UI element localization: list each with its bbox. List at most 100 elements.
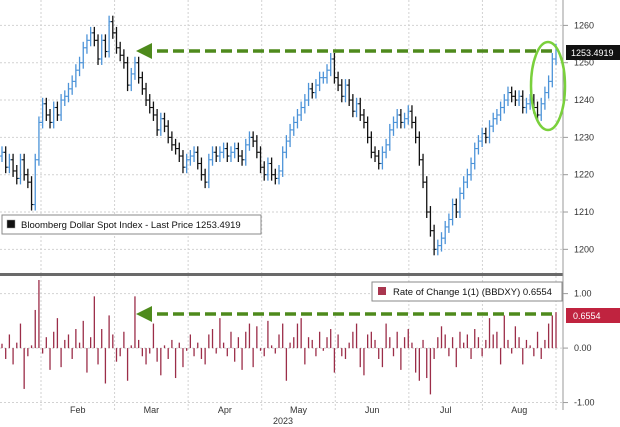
price-bar	[92, 26, 97, 47]
price-bar	[339, 79, 344, 103]
price-bar	[350, 94, 355, 118]
panel-divider	[0, 273, 563, 276]
price-bar	[550, 53, 555, 88]
price-bar	[129, 67, 134, 92]
price-bar	[110, 15, 115, 39]
price-bar	[247, 131, 252, 151]
price-bar	[195, 146, 200, 170]
price-bar	[469, 157, 474, 181]
price-bar	[88, 26, 93, 47]
legend-swatch-icon	[6, 219, 16, 229]
upper-tick-label: 1220	[574, 170, 594, 180]
price-bar	[240, 150, 245, 166]
price-bar	[121, 49, 126, 69]
price-bar	[310, 82, 315, 99]
price-bar	[480, 127, 485, 148]
price-bar	[114, 26, 119, 54]
price-bar	[494, 109, 499, 125]
price-bar	[520, 90, 525, 114]
price-bar	[277, 164, 281, 185]
price-bar	[44, 97, 49, 121]
price-bar	[221, 142, 226, 159]
price-bar	[472, 142, 477, 170]
price-bar	[265, 157, 270, 181]
price-bar	[509, 86, 514, 103]
price-bar	[251, 131, 256, 148]
price-bar	[107, 15, 112, 58]
x-axis-year-label: 2023	[273, 416, 293, 426]
price-bar	[313, 79, 318, 99]
price-bar	[214, 146, 219, 162]
price-bar	[476, 135, 481, 155]
price-bar	[325, 64, 330, 84]
upper-legend-label: Bloomberg Dollar Spot Index - Last Price…	[21, 220, 241, 231]
price-bar	[539, 97, 544, 121]
rate-of-change-bars	[1, 280, 557, 395]
price-bar	[343, 79, 348, 103]
price-bar	[77, 56, 82, 77]
lower-y-axis: 1.00 0.00 -1.00	[563, 289, 595, 408]
month-label: Aug	[511, 405, 527, 415]
price-bar	[269, 157, 274, 181]
price-bar	[398, 109, 403, 129]
price-bar	[513, 90, 518, 107]
lower-tick-label: 0.00	[574, 343, 592, 353]
price-bar	[395, 109, 400, 129]
upper-legend: Bloomberg Dollar Spot Index - Last Price…	[1, 214, 262, 235]
price-bar	[55, 101, 60, 121]
lower-tick-label: -1.00	[574, 398, 595, 408]
price-bar	[232, 142, 237, 159]
price-bar	[258, 146, 263, 174]
price-bar	[443, 220, 448, 245]
price-bar	[361, 109, 366, 129]
highlight-ellipse	[529, 40, 567, 132]
price-bar	[210, 146, 215, 166]
price-bar	[387, 123, 392, 151]
price-bar	[502, 94, 507, 114]
price-bar	[299, 101, 304, 121]
price-bar	[254, 135, 259, 159]
price-bar	[542, 86, 547, 110]
price-bar	[11, 153, 16, 177]
price-bar	[483, 127, 488, 144]
lower-tick-label: 1.00	[574, 289, 592, 299]
price-bar	[236, 142, 241, 162]
price-bar	[380, 146, 385, 170]
upper-tick-label: 1240	[574, 95, 594, 105]
price-bar	[225, 142, 230, 162]
price-bar	[428, 206, 433, 237]
price-bar	[140, 71, 145, 95]
price-bar	[291, 116, 296, 136]
price-bar	[524, 97, 529, 114]
price-bar	[81, 41, 86, 69]
price-bar	[25, 168, 30, 189]
upper-tick-label: 1210	[574, 207, 594, 217]
upper-panel-grid	[0, 24, 563, 250]
price-bar	[491, 112, 496, 133]
price-bar	[358, 97, 363, 121]
price-bar	[84, 34, 89, 54]
price-bar	[354, 97, 359, 118]
price-bar	[417, 131, 422, 166]
last-price-value: 1253.4919	[571, 48, 614, 58]
price-bar	[424, 176, 429, 218]
price-bar	[262, 161, 267, 181]
price-bar	[243, 138, 248, 166]
price-bar	[206, 153, 211, 189]
lower-legend: Rate of Change 1(1) (BBDXY) 0.6554	[371, 281, 563, 302]
month-label: Jul	[440, 405, 452, 415]
x-axis-month-labels: Feb Mar Apr May Jun Jul Aug	[70, 405, 527, 415]
upper-tick-label: 1260	[574, 20, 594, 30]
month-label: Apr	[218, 405, 232, 415]
price-bar	[217, 146, 222, 162]
price-bar	[147, 94, 152, 114]
price-bar	[14, 164, 19, 185]
price-bar	[177, 142, 182, 162]
price-bar	[347, 79, 352, 107]
price-bar	[3, 146, 8, 174]
price-bar	[173, 138, 178, 155]
price-bar	[118, 41, 123, 62]
upper-y-axis: 1200 1210 1220 1230 1240 1250 1260	[563, 20, 594, 254]
price-bar	[546, 75, 551, 99]
